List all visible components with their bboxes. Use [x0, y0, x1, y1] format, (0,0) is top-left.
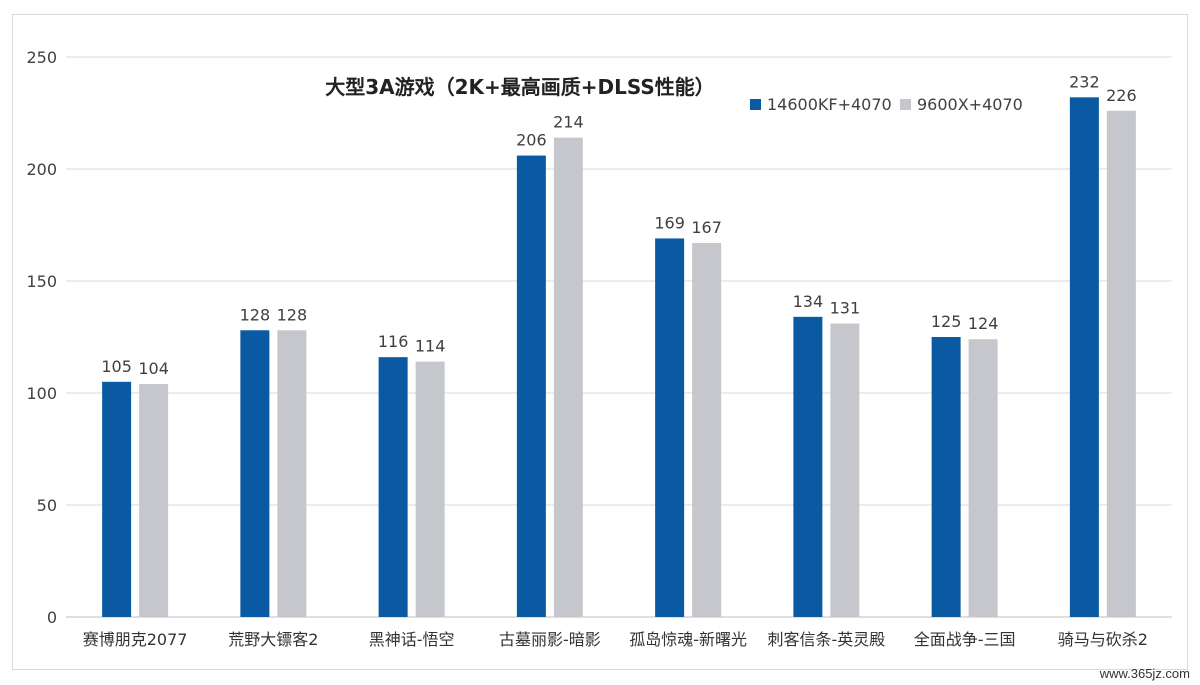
- x-tick-label: 赛博朋克2077: [83, 630, 188, 649]
- bar-series1: [378, 357, 408, 617]
- data-label: 206: [516, 131, 547, 150]
- bar-series1: [655, 238, 685, 617]
- data-label: 131: [830, 299, 861, 318]
- x-tick-label: 孤岛惊魂-新曙光: [629, 630, 747, 649]
- data-label: 232: [1069, 72, 1100, 91]
- bar-series2: [968, 339, 998, 617]
- legend-swatch: [900, 99, 911, 110]
- data-label: 105: [101, 357, 132, 376]
- bar-series1: [931, 337, 961, 617]
- watermark-text: www.365jz.com: [1099, 666, 1190, 681]
- bar-series1: [1069, 97, 1099, 617]
- legend-label: 14600KF+4070: [767, 95, 892, 114]
- bar-series2: [830, 323, 860, 617]
- bar-series2: [277, 330, 307, 617]
- data-label: 125: [931, 312, 962, 331]
- y-tick-label: 150: [26, 272, 57, 291]
- bar-series1: [516, 155, 546, 617]
- y-tick-label: 200: [26, 160, 57, 179]
- bars: [102, 97, 1136, 618]
- data-label: 214: [553, 113, 584, 132]
- x-tick-label: 古墓丽影-暗影: [499, 630, 601, 649]
- gridlines: [66, 56, 1172, 618]
- data-label: 128: [277, 305, 308, 324]
- data-label: 124: [968, 314, 999, 333]
- data-label: 226: [1106, 86, 1137, 105]
- x-tick-label: 刺客信条-英灵殿: [767, 630, 885, 649]
- legend: 14600KF+4070 9600X+4070: [750, 95, 1023, 114]
- bar-series2: [139, 384, 169, 617]
- y-tick-label: 50: [37, 496, 57, 515]
- data-label: 114: [415, 337, 446, 356]
- data-label: 128: [240, 305, 271, 324]
- bar-series2: [553, 137, 583, 617]
- x-tick-label: 骑马与砍杀2: [1058, 630, 1148, 649]
- x-tick-label: 荒野大镖客2: [228, 630, 318, 649]
- y-tick-label: 100: [26, 384, 57, 403]
- x-axis-ticks: 赛博朋克2077 荒野大镖客2 黑神话-悟空 古墓丽影-暗影 孤岛惊魂-新曙光 刺客信条-…: [83, 630, 1148, 649]
- data-label: 167: [691, 218, 722, 237]
- y-tick-label: 250: [26, 48, 57, 67]
- bar-series1: [240, 330, 270, 617]
- y-axis-ticks: 0 50 100 150 200 250: [26, 48, 57, 627]
- data-label: 134: [793, 292, 824, 311]
- x-tick-label: 黑神话-悟空: [369, 630, 455, 649]
- bar-series2: [415, 361, 445, 617]
- bar-series1: [102, 381, 132, 617]
- legend-swatch: [750, 99, 761, 110]
- y-tick-label: 0: [47, 608, 57, 627]
- x-tick-label: 全面战争-三国: [914, 630, 1016, 649]
- chart-title: 大型3A游戏（2K+最高画质+DLSS性能）: [325, 75, 715, 99]
- data-label: 169: [654, 213, 685, 232]
- data-label: 116: [378, 332, 409, 351]
- legend-label: 9600X+4070: [917, 95, 1023, 114]
- bar-series1: [793, 316, 823, 617]
- data-label: 104: [138, 359, 169, 378]
- bar-series2: [692, 242, 722, 618]
- data-labels: 105 104 128 128 116 114 206 214 169 167 134 131 125 1…: [101, 72, 1136, 378]
- bar-series2: [1106, 110, 1136, 617]
